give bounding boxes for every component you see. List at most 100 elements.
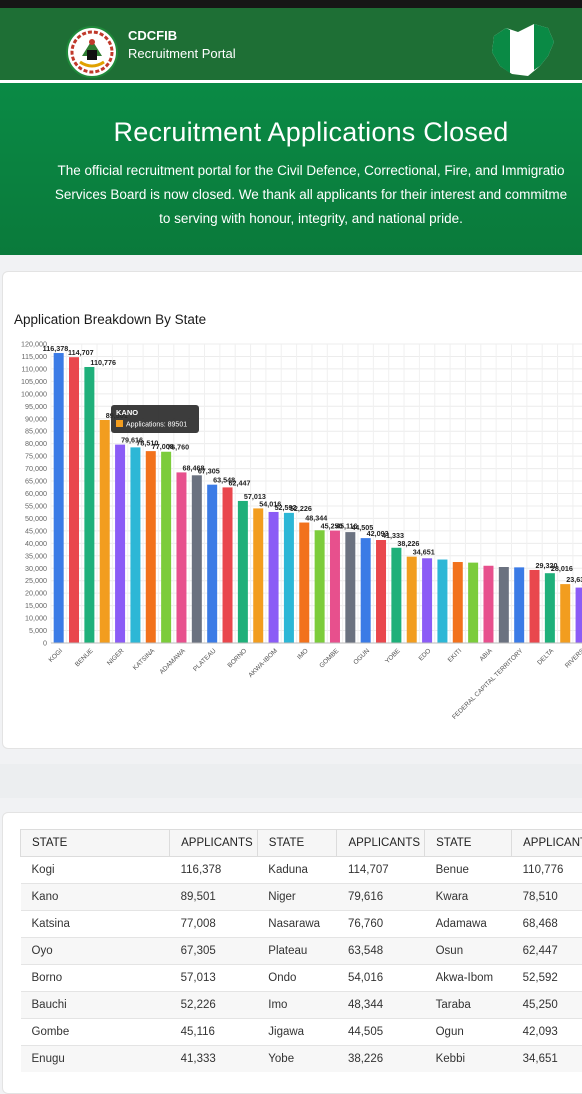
table-cell-state: Akwa-Ibom (425, 965, 512, 992)
bar-benue[interactable] (84, 367, 94, 643)
bar-bauchi[interactable] (284, 513, 294, 643)
bar-abia[interactable] (483, 566, 493, 643)
y-tick-label: 40,000 (25, 539, 47, 548)
nigeria-map-flag-icon (488, 18, 558, 80)
bar-kebbi[interactable] (407, 557, 417, 643)
table-cell-applicants: 42,093 (512, 1019, 582, 1046)
bar-s28[interactable] (468, 563, 478, 643)
table-cell-applicants: 76,760 (337, 911, 425, 938)
bar-kogi[interactable] (54, 353, 64, 643)
bar-value-label: 114,707 (68, 348, 94, 357)
bar-akwa-ibom[interactable] (269, 512, 279, 643)
col-state-2[interactable]: STATE (257, 830, 337, 857)
bar-ekiti[interactable] (453, 562, 463, 643)
bar-ondo[interactable] (253, 508, 263, 643)
table-header-row: STATE APPLICANTS STATE APPLICANTS STATE … (21, 830, 582, 857)
x-tick-label: AKWA-IBOM (247, 647, 279, 679)
bar-yobe[interactable] (391, 548, 401, 643)
state-bar-chart[interactable]: 05,00010,00015,00020,00025,00030,00035,0… (3, 332, 582, 748)
table-cell-state: Kano (21, 884, 170, 911)
bar-osun[interactable] (223, 487, 233, 643)
bar-rivers[interactable] (576, 588, 582, 643)
table-cell-state: Adamawa (425, 911, 512, 938)
table-cell-applicants: 52,226 (170, 992, 258, 1019)
hero-banner: Recruitment Applications Closed The offi… (0, 83, 582, 255)
col-applicants-1[interactable]: APPLICANTS (170, 830, 258, 857)
bar-value-label: 110,776 (90, 358, 116, 367)
crest-logo-icon[interactable] (66, 26, 118, 78)
bar-s26[interactable] (437, 560, 447, 643)
y-tick-label: 45,000 (25, 526, 47, 535)
bar-enugu[interactable] (376, 540, 386, 643)
col-state-3[interactable]: STATE (425, 830, 512, 857)
table-cell-state: Katsina (21, 911, 170, 938)
bar-gombe[interactable] (330, 531, 340, 643)
y-tick-label: 105,000 (21, 377, 47, 386)
table-cell-applicants: 78,510 (512, 884, 582, 911)
tooltip-swatch (116, 420, 123, 427)
table-cell-state: Bauchi (21, 992, 170, 1019)
bar-plateau[interactable] (207, 485, 217, 643)
hero-title: Recruitment Applications Closed (0, 117, 582, 148)
table-cell-applicants: 67,305 (170, 938, 258, 965)
table-cell-applicants: 68,468 (512, 911, 582, 938)
bar-niger[interactable] (115, 445, 125, 643)
hero-line-2: Services Board is now closed. We thank a… (55, 187, 567, 202)
hero-text: The official recruitment portal for the … (0, 159, 582, 231)
table-cell-applicants: 54,016 (337, 965, 425, 992)
table-cell-applicants: 79,616 (337, 884, 425, 911)
bar-borno[interactable] (238, 501, 248, 643)
chart-title: Application Breakdown By State (14, 312, 206, 327)
tooltip-title: KANO (116, 408, 138, 417)
bar-value-label: 23,632 (566, 575, 582, 584)
y-tick-label: 100,000 (21, 389, 47, 398)
bar-kano[interactable] (100, 420, 110, 643)
bar-jigawa[interactable] (345, 532, 355, 643)
bar-s34[interactable] (560, 584, 570, 643)
bar-taraba[interactable] (315, 530, 325, 643)
brand-name: CDCFIB (128, 28, 177, 43)
table-cell-applicants: 44,505 (337, 1019, 425, 1046)
table-cell-applicants: 62,447 (512, 938, 582, 965)
bar-value-label: 34,651 (413, 548, 435, 557)
table-card: STATE APPLICANTS STATE APPLICANTS STATE … (2, 812, 582, 1094)
bar-katsina[interactable] (146, 451, 156, 643)
bar-imo[interactable] (299, 523, 309, 643)
bar-kaduna[interactable] (69, 357, 79, 643)
bar-oyo[interactable] (192, 475, 202, 643)
bar-nasarawa[interactable] (161, 452, 171, 643)
bar-s32[interactable] (530, 570, 540, 643)
col-state-1[interactable]: STATE (21, 830, 170, 857)
col-applicants-3[interactable]: APPLICANT (512, 830, 582, 857)
bar-federal-capital-territory[interactable] (514, 567, 524, 643)
table-cell-state: Nasarawa (257, 911, 337, 938)
bar-edo[interactable] (422, 558, 432, 643)
bar-delta[interactable] (545, 573, 555, 643)
y-tick-label: 15,000 (25, 601, 47, 610)
x-tick-label: EDO (418, 647, 433, 662)
table-cell-applicants: 116,378 (170, 857, 258, 884)
col-applicants-2[interactable]: APPLICANTS (337, 830, 425, 857)
y-tick-label: 30,000 (25, 564, 47, 573)
bar-ogun[interactable] (361, 538, 371, 643)
table-cell-state: Osun (425, 938, 512, 965)
x-tick-label: KOGI (48, 647, 65, 664)
x-tick-label: RIVERS (564, 647, 582, 670)
bar-kwara[interactable] (130, 447, 140, 643)
bar-adamawa[interactable] (176, 472, 186, 643)
table-cell-applicants: 41,333 (170, 1046, 258, 1073)
x-tick-label: ADAMAWA (159, 647, 188, 676)
bar-value-label: 28,016 (551, 564, 573, 573)
y-tick-label: 0 (43, 639, 47, 648)
bar-value-label: 116,378 (43, 344, 69, 353)
y-tick-label: 65,000 (25, 477, 47, 486)
bar-s30[interactable] (499, 567, 509, 643)
table-cell-state: Kebbi (425, 1046, 512, 1073)
table-cell-state: Niger (257, 884, 337, 911)
